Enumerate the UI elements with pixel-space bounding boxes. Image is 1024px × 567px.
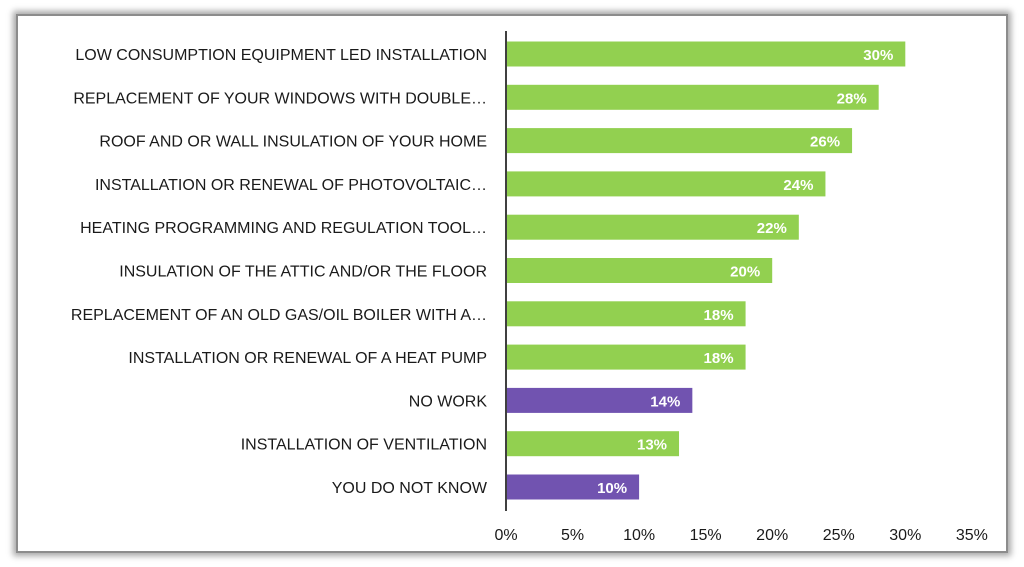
bar-1 <box>506 41 906 67</box>
data-label: 28% <box>837 90 867 107</box>
x-axis-tick-labels: 0% 5% 10% 15% 20% 25% 30% 35% <box>494 527 987 544</box>
bar-9 <box>506 387 693 413</box>
bar-5 <box>506 214 799 240</box>
category-label: LOW CONSUMPTION EQUIPMENT LED INSTALLATI… <box>75 47 487 64</box>
data-label: 18% <box>704 307 734 324</box>
category-label: YOU DO NOT KNOW <box>332 480 488 497</box>
x-tick-label: 15% <box>690 527 722 544</box>
category-label: REPLACEMENT OF YOUR WINDOWS WITH DOUBLE… <box>73 90 487 107</box>
bar-4 <box>506 171 826 197</box>
data-label: 20% <box>730 264 760 281</box>
category-label: INSTALLATION OR RENEWAL OF PHOTOVOLTAIC… <box>95 177 487 194</box>
data-label: 10% <box>597 480 627 497</box>
data-label: 22% <box>757 220 787 237</box>
x-tick-label: 10% <box>623 527 655 544</box>
bar-8 <box>506 344 746 370</box>
data-label: 18% <box>704 350 734 367</box>
x-tick-label: 35% <box>956 527 988 544</box>
category-label: NO WORK <box>409 393 488 410</box>
category-label: HEATING PROGRAMMING AND REGULATION TOOL… <box>80 220 487 237</box>
bar-2 <box>506 84 879 110</box>
data-label: 30% <box>863 47 893 64</box>
category-label: INSULATION OF THE ATTIC AND/OR THE FLOOR <box>119 264 487 281</box>
category-label: INSTALLATION OF VENTILATION <box>241 437 487 454</box>
data-label: 24% <box>783 177 813 194</box>
category-label: REPLACEMENT OF AN OLD GAS/OIL BOILER WIT… <box>71 307 487 324</box>
bar-10 <box>506 431 680 457</box>
category-label: ROOF AND OR WALL INSULATION OF YOUR HOME <box>99 134 487 151</box>
bars-group <box>506 41 906 500</box>
data-labels: 30% 28% 26% 24% 22% 20% 18% 18% 14% 13% 10% <box>597 47 893 497</box>
x-tick-label: 20% <box>756 527 788 544</box>
data-label: 14% <box>650 393 680 410</box>
data-label: 26% <box>810 134 840 151</box>
bar-6 <box>506 258 773 283</box>
bar-3 <box>506 128 853 154</box>
x-tick-label: 5% <box>561 527 584 544</box>
bar-11 <box>506 474 640 500</box>
category-label: INSTALLATION OR RENEWAL OF A HEAT PUMP <box>128 350 487 367</box>
x-tick-label: 25% <box>823 527 855 544</box>
data-label: 13% <box>637 437 667 454</box>
category-labels: LOW CONSUMPTION EQUIPMENT LED INSTALLATI… <box>71 47 488 497</box>
x-tick-label: 0% <box>494 527 517 544</box>
x-tick-label: 30% <box>889 527 921 544</box>
bar-7 <box>506 301 746 327</box>
